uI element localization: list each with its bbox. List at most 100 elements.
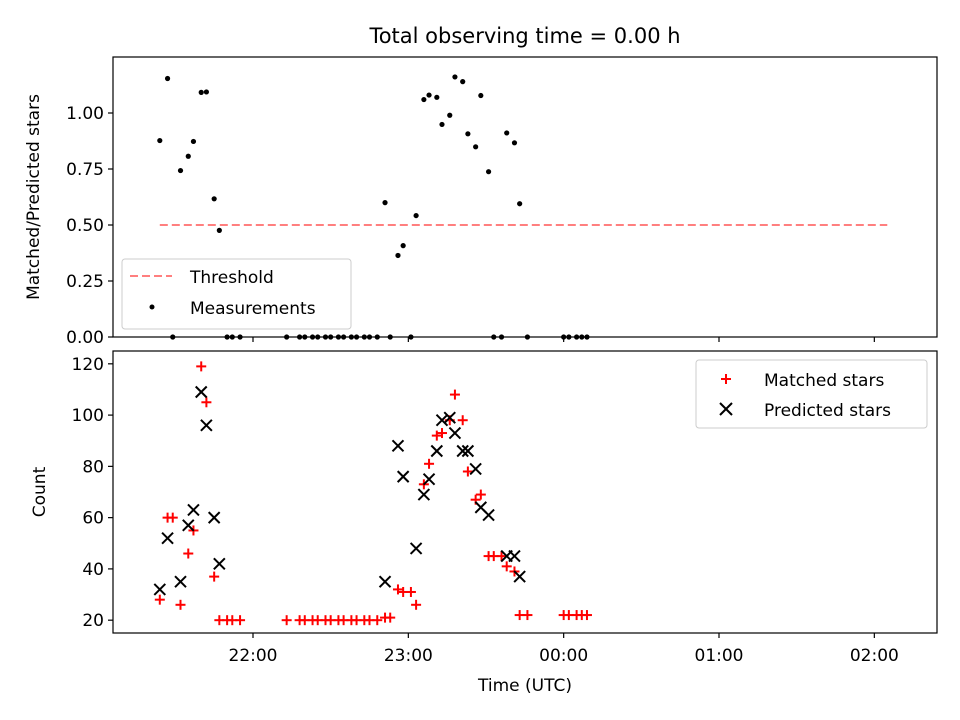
predicted-legend-swatch	[719, 402, 733, 416]
top-title: Total observing time = 0.00 h	[368, 24, 680, 48]
predicted-point	[456, 444, 469, 458]
predicted-point	[213, 557, 226, 570]
top-ytick-label: 1.00	[66, 104, 104, 124]
bottom-ytick-label: 120	[72, 355, 104, 375]
measurement-point	[185, 153, 191, 159]
matched-point	[581, 610, 592, 621]
measurement-point	[413, 212, 419, 219]
bottom-xtick-label: 22:00	[229, 646, 278, 666]
matched-point	[457, 415, 468, 426]
bottom-xtick-label: 01:00	[695, 646, 744, 666]
measurement-point	[216, 227, 222, 233]
matched-point	[235, 615, 246, 626]
matched-point	[411, 599, 422, 610]
predicted-point	[482, 508, 495, 522]
predicted-point	[435, 414, 449, 427]
matched-point	[522, 610, 533, 621]
predicted-point	[396, 470, 410, 483]
predicted-point	[469, 462, 482, 476]
measurement-point	[460, 79, 466, 85]
top-panel: Total observing time = 0.00 h Matched/Pr…	[24, 24, 938, 348]
bottom-y-ticks: 20 40 60 80 100 120	[72, 355, 113, 631]
matched-legend-label: Matched stars	[764, 371, 884, 391]
top-ytick-label: 0.75	[66, 160, 104, 180]
measurement-point	[421, 96, 427, 103]
predicted-point	[513, 570, 526, 583]
measurement-point	[478, 92, 484, 99]
measurement-point	[395, 252, 401, 259]
top-ylabel: Matched/Predicted stars	[24, 94, 44, 300]
predicted-point	[409, 542, 423, 555]
bottom-ytick-label: 20	[82, 611, 104, 631]
predicted-point	[448, 426, 462, 440]
matched-point	[475, 489, 486, 500]
bottom-legend: Matched stars Predicted stars	[695, 359, 928, 429]
measurements-legend-swatch	[149, 304, 155, 310]
measurement-point	[203, 89, 209, 95]
predicted-point	[207, 511, 221, 524]
top-ytick-label: 0.50	[66, 216, 104, 236]
threshold-legend-label: Threshold	[189, 268, 274, 288]
bottom-xtick-label: 02:00	[850, 646, 899, 666]
measurement-point	[190, 138, 197, 145]
matched-point	[462, 466, 473, 477]
matched-point	[436, 428, 447, 439]
bottom-ylabel: Count	[30, 466, 50, 517]
predicted-point	[417, 488, 431, 501]
top-legend-box	[121, 258, 352, 330]
matched-point	[405, 586, 416, 597]
measurement-point	[157, 137, 163, 144]
bottom-legend-box	[695, 359, 928, 429]
predicted-point	[187, 503, 200, 517]
measurement-point	[211, 196, 217, 202]
bottom-frame	[112, 350, 938, 634]
measurement-point	[473, 144, 479, 150]
predicted-point	[153, 583, 167, 596]
predicted-point	[508, 549, 521, 563]
bottom-ytick-label: 80	[82, 457, 104, 477]
matched-point	[431, 430, 442, 441]
matched-point	[449, 389, 460, 400]
matched-point	[175, 599, 186, 610]
matched-point	[501, 561, 512, 572]
measurement-point	[400, 243, 406, 249]
matched-point	[392, 584, 403, 595]
measurement-point	[439, 121, 445, 128]
measurement-point	[485, 169, 492, 175]
matched-point	[183, 548, 194, 559]
matched-point	[154, 594, 165, 605]
predicted-point	[182, 519, 195, 532]
bottom-ytick-label: 100	[72, 406, 104, 426]
bottom-x-ticks: 22:00 23:00 00:00 01:00 02:00	[229, 633, 899, 666]
predicted-point	[174, 575, 187, 588]
top-legend: Threshold Measurements	[121, 258, 352, 330]
measurement-point	[198, 89, 204, 95]
measurement-point	[177, 167, 184, 174]
top-x-ticks	[252, 337, 875, 342]
predicted-legend-label: Predicted stars	[764, 401, 891, 421]
predicted-point	[195, 385, 208, 399]
bottom-plot-area	[153, 361, 592, 626]
matched-legend-swatch	[721, 374, 731, 384]
top-frame	[112, 56, 938, 338]
measurement-point	[452, 74, 458, 80]
predicted-point	[430, 444, 444, 458]
matched-point	[281, 615, 292, 626]
matched-point	[385, 612, 396, 623]
predicted-point	[378, 575, 392, 588]
measurement-point	[434, 94, 440, 100]
measurement-point	[426, 92, 432, 98]
bottom-panel: Count Time (UTC) 20 40 60 80 100 120 22:00 23:…	[30, 350, 938, 696]
measurement-point	[511, 140, 518, 146]
matched-point	[372, 615, 383, 626]
predicted-point	[200, 419, 213, 432]
measurement-point	[465, 131, 471, 137]
predicted-point	[422, 472, 436, 486]
top-ytick-label: 0.00	[66, 328, 104, 348]
predicted-point	[443, 411, 456, 424]
bottom-ytick-label: 40	[82, 560, 104, 580]
matched-point	[201, 397, 212, 408]
predicted-point	[161, 531, 174, 545]
top-ytick-label: 0.25	[66, 272, 104, 292]
